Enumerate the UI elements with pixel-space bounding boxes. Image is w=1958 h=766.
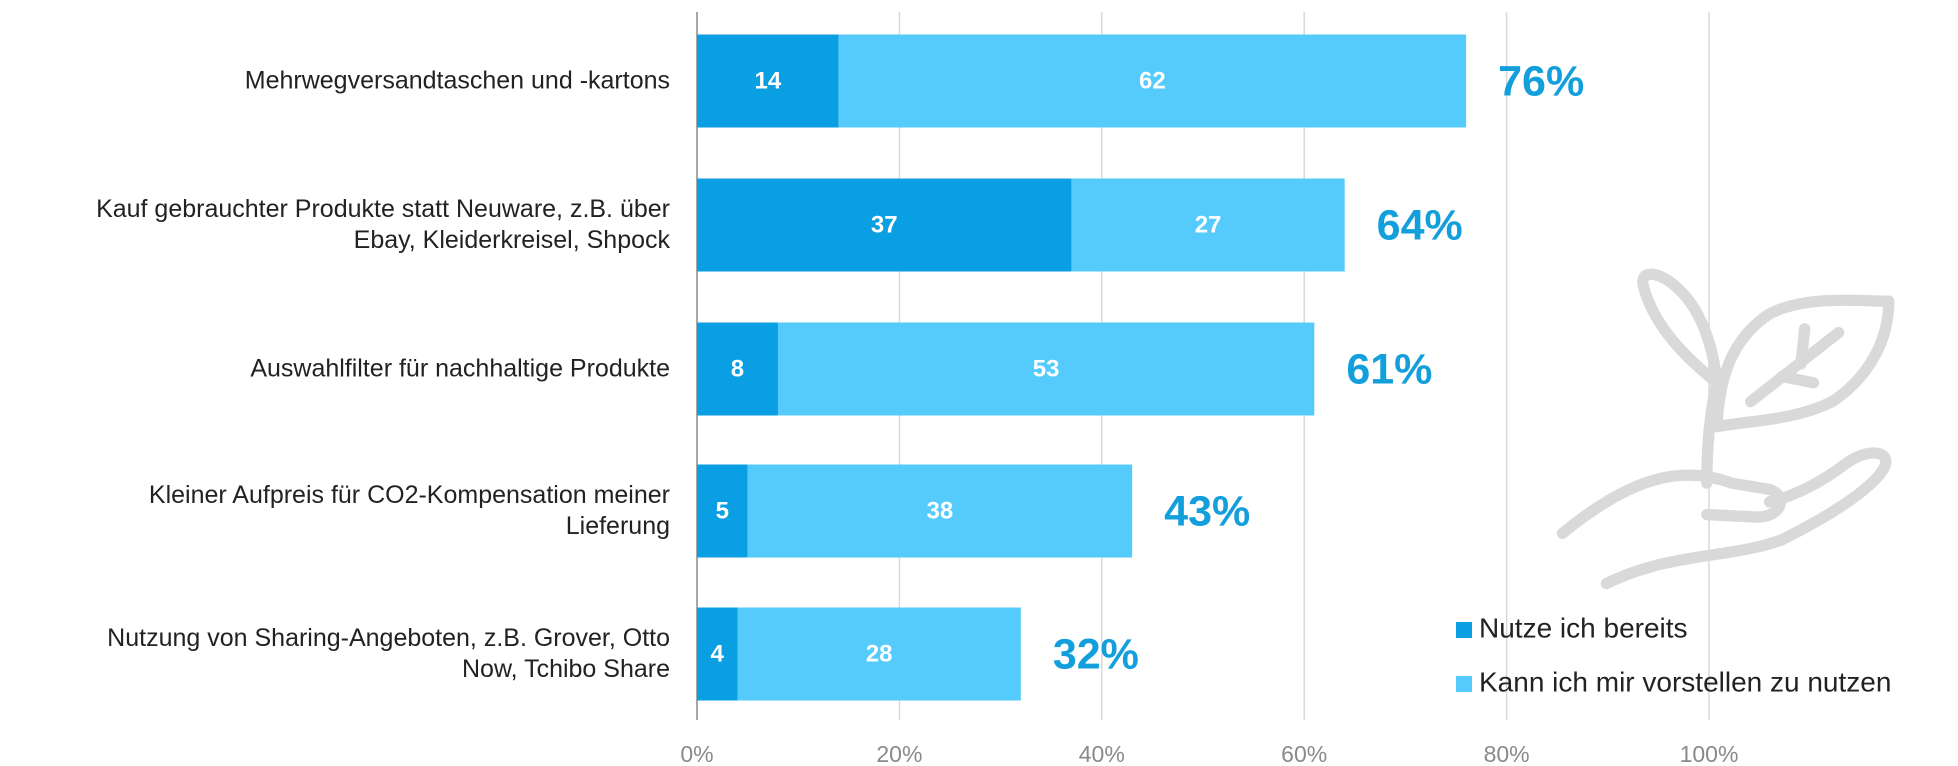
bar-segment [1071,178,1345,272]
bar-value-label: 62 [1139,67,1166,94]
bar-segment [777,322,1315,416]
bar-value-label: 4 [711,640,725,667]
plant-icon [1556,268,1895,590]
bar-segment [697,607,738,701]
legend-label: Kann ich mir vorstellen zu nutzen [1479,666,1891,697]
bar-segment [697,178,1072,272]
category-label: Auswahlfilter für nachhaltige Produkte [250,354,670,383]
total-label: 64% [1377,201,1463,249]
bar-value-label: 27 [1195,211,1222,238]
bar-segment [737,607,1021,701]
x-tick-label: 100% [1680,741,1739,766]
legend-swatch [1456,676,1472,692]
total-label: 61% [1346,345,1432,393]
legend-label: Nutze ich bereits [1479,612,1688,643]
bar-segment [697,464,748,558]
category-label: Nutzung von Sharing-Angeboten, z.B. Grov… [107,624,670,683]
x-tick-label: 60% [1281,741,1327,766]
x-tick-label: 80% [1484,741,1530,766]
bar-value-label: 5 [716,497,729,524]
total-label: 43% [1164,487,1250,535]
x-tick-label: 0% [680,741,713,766]
category-label: Mehrwegversandtaschen und -kartons [244,66,670,95]
total-label: 76% [1498,57,1584,105]
category-label: Kleiner Aufpreis für CO2-Kompensation me… [148,481,670,540]
bar-value-label: 8 [731,355,744,382]
legend-swatch [1456,622,1472,638]
bar-segment [697,34,839,128]
bar-value-label: 37 [871,211,898,238]
x-tick-label: 40% [1079,741,1125,766]
category-label: Kauf gebrauchter Produkte statt Neuware,… [96,195,670,254]
bar-segment [697,322,778,416]
bar-value-label: 28 [866,640,893,667]
total-label: 32% [1053,630,1139,678]
bar-value-label: 38 [927,497,954,524]
bar-segment [838,34,1467,128]
bar-value-label: 14 [754,67,781,94]
bar-value-label: 53 [1033,355,1060,382]
bar-segment [747,464,1133,558]
x-tick-label: 20% [876,741,922,766]
